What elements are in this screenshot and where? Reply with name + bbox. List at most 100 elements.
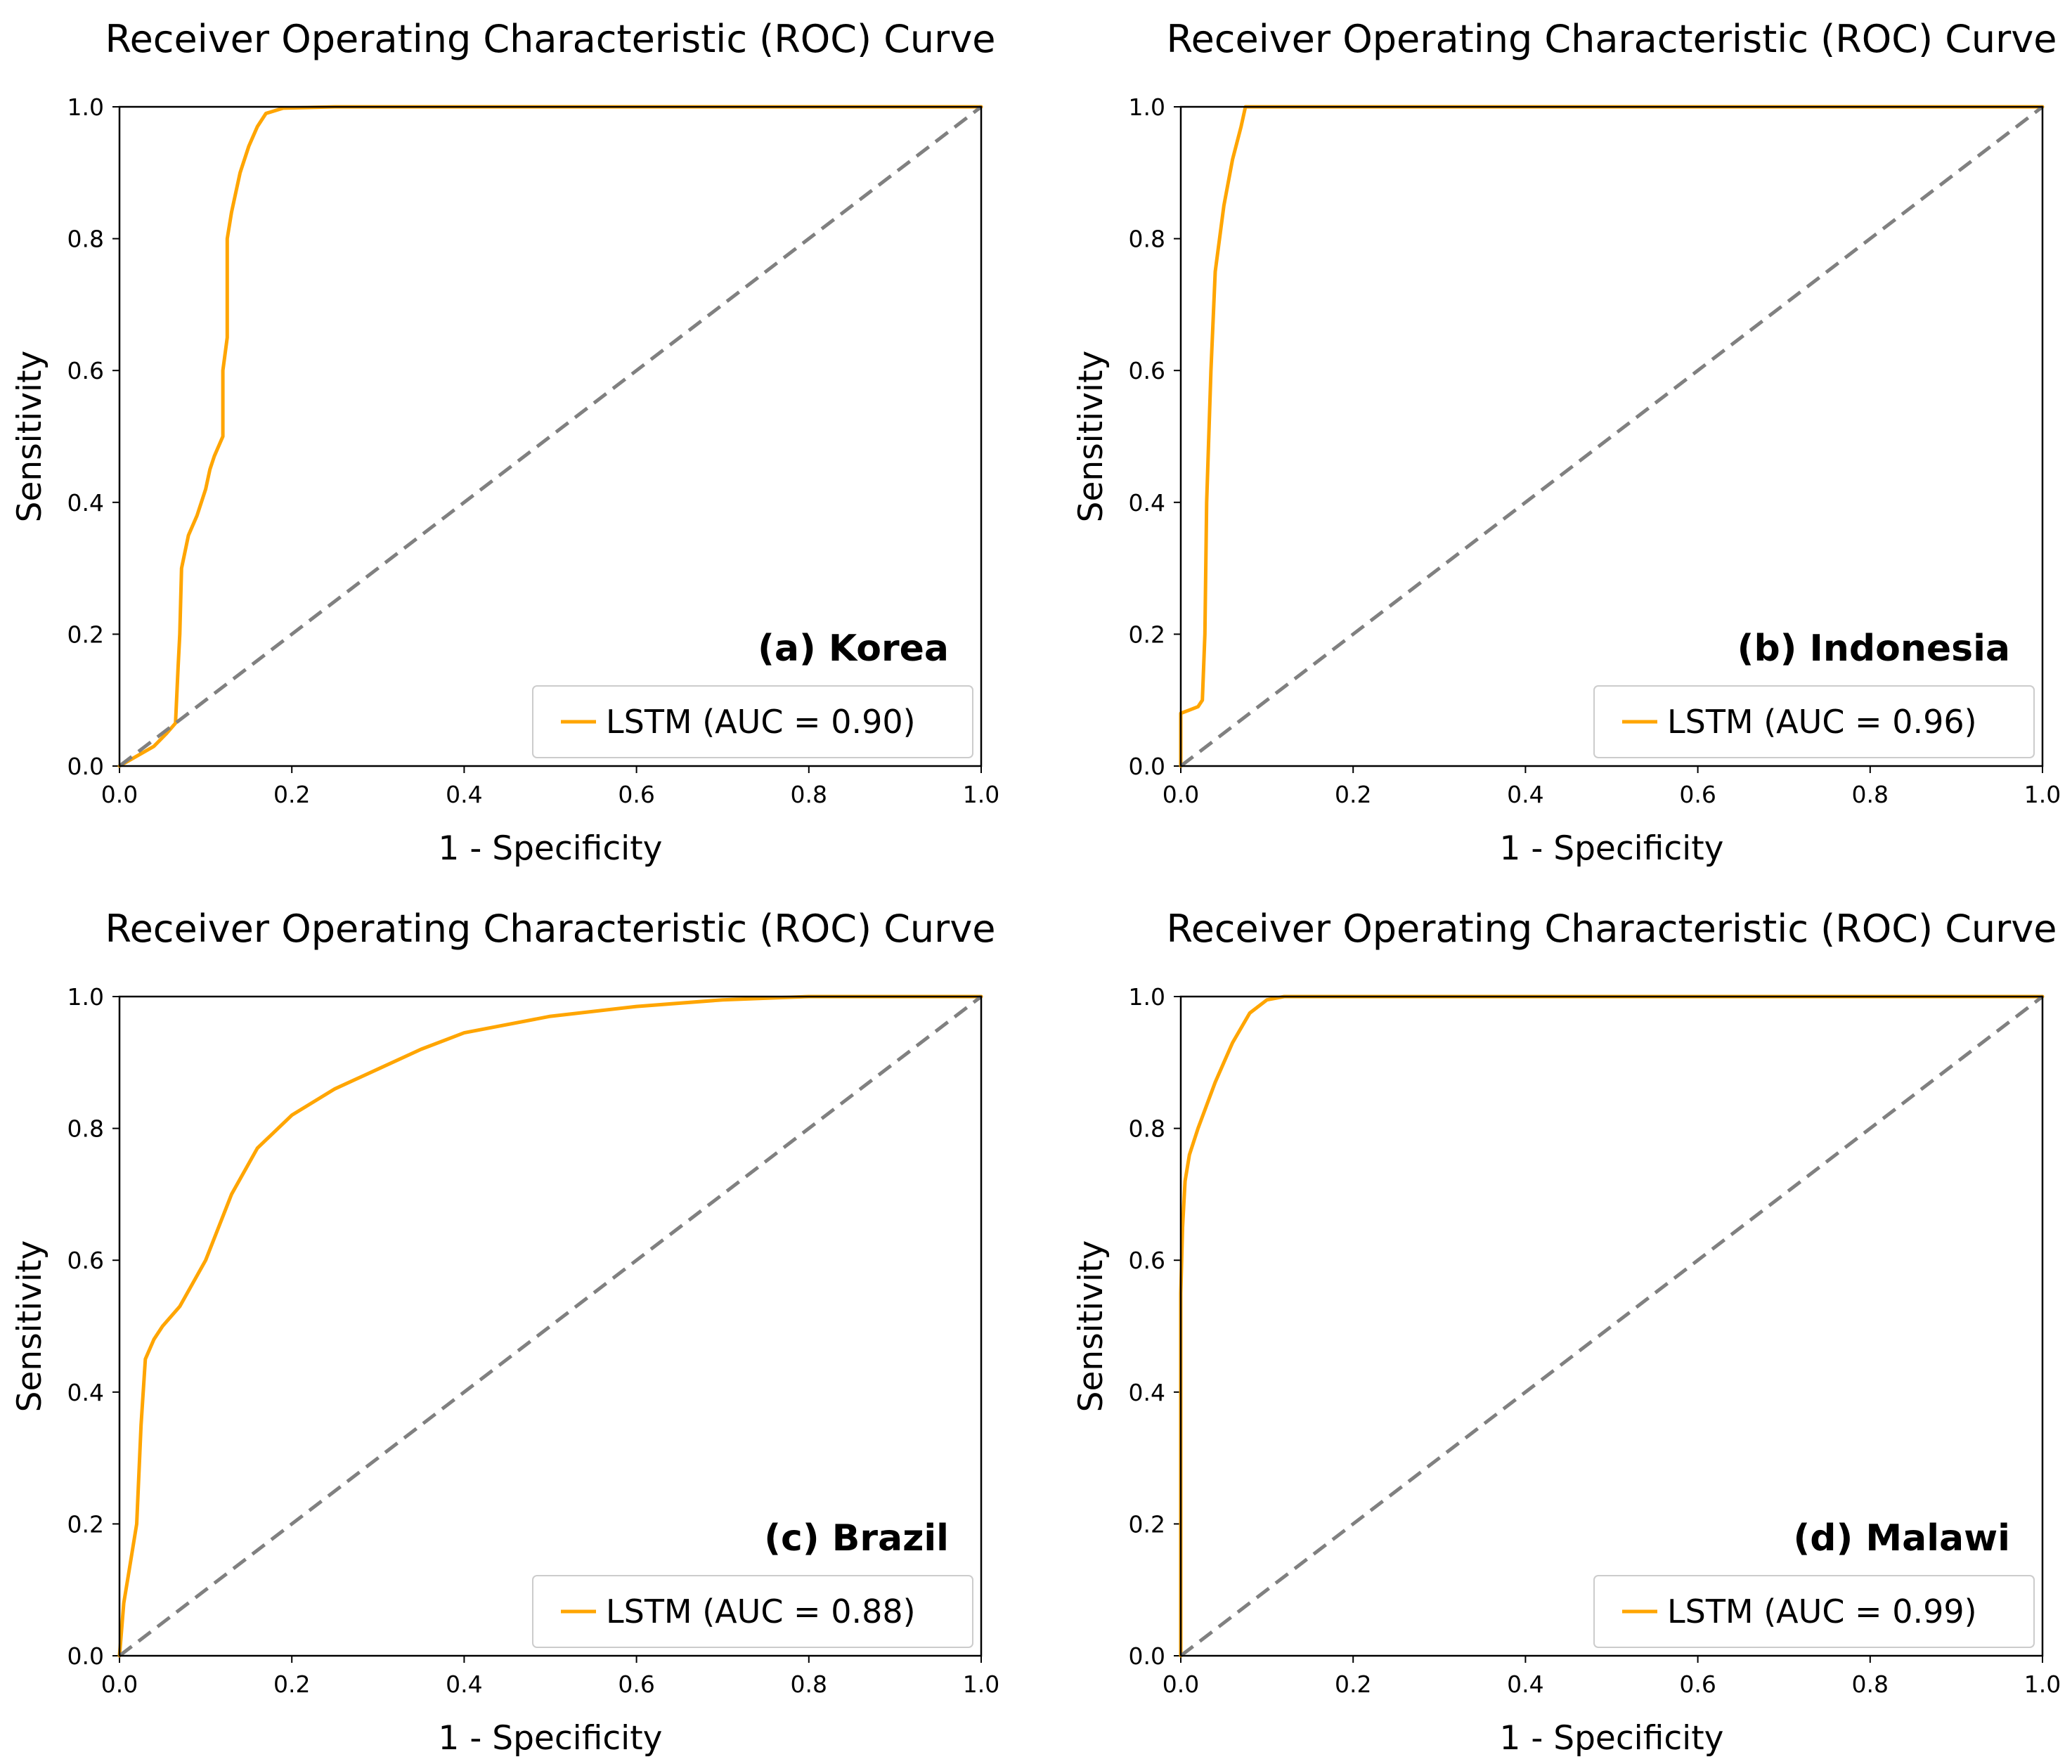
x-tick-label: 1.0 bbox=[2024, 1671, 2061, 1698]
y-tick-label: 0.8 bbox=[1129, 1115, 1165, 1143]
y-tick-label: 0.0 bbox=[67, 753, 104, 780]
y-tick-label: 1.0 bbox=[67, 983, 104, 1011]
roc-panel-1: Receiver Operating Characteristic (ROC) … bbox=[1072, 17, 2061, 868]
y-tick-label: 0.6 bbox=[1129, 1247, 1165, 1274]
y-axis-ticks: 0.0 0.2 0.4 0.6 0.8 1.0 bbox=[67, 983, 119, 1670]
legend-label: LSTM (AUC = 0.90) bbox=[606, 703, 916, 741]
panel-label: (c) Brazil bbox=[764, 1517, 949, 1559]
x-tick-label: 0.6 bbox=[1679, 781, 1716, 808]
y-axis-ticks: 0.0 0.2 0.4 0.6 0.8 1.0 bbox=[1129, 983, 1181, 1670]
y-tick-label: 1.0 bbox=[1129, 93, 1165, 121]
y-tick-label: 0.4 bbox=[67, 1379, 104, 1406]
y-tick-label: 0.8 bbox=[67, 1115, 104, 1143]
x-axis-ticks: 0.0 0.2 0.4 0.6 0.8 1.0 bbox=[101, 766, 999, 808]
x-tick-label: 0.8 bbox=[791, 781, 827, 808]
roc-curve-line bbox=[117, 105, 983, 768]
y-tick-label: 0.0 bbox=[1129, 1642, 1165, 1670]
roc-panel-2: Receiver Operating Characteristic (ROC) … bbox=[11, 907, 999, 1758]
plot-frame bbox=[118, 995, 983, 1657]
x-tick-label: 0.8 bbox=[1852, 781, 1889, 808]
y-tick-label: 0.6 bbox=[1129, 357, 1165, 384]
legend: LSTM (AUC = 0.90) bbox=[532, 685, 973, 758]
legend: LSTM (AUC = 0.96) bbox=[1593, 685, 2035, 758]
y-tick-label: 0.0 bbox=[1129, 753, 1165, 780]
x-tick-label: 0.4 bbox=[1507, 781, 1543, 808]
x-axis-label: 1 - Specificity bbox=[1500, 1719, 1724, 1758]
y-tick-label: 0.2 bbox=[1129, 1510, 1165, 1538]
panel-label: (a) Korea bbox=[758, 628, 949, 670]
chart-title: Receiver Operating Characteristic (ROC) … bbox=[1166, 907, 2057, 951]
x-tick-label: 1.0 bbox=[963, 781, 999, 808]
plot-frame bbox=[1179, 995, 2044, 1657]
y-axis-label: Sensitivity bbox=[11, 351, 49, 523]
x-tick-label: 0.2 bbox=[1335, 781, 1371, 808]
x-tick-label: 0.8 bbox=[1852, 1671, 1889, 1698]
roc-curve-line bbox=[1179, 994, 2045, 1658]
y-tick-label: 0.8 bbox=[1129, 226, 1165, 253]
y-tick-label: 0.2 bbox=[1129, 621, 1165, 648]
legend-box bbox=[1593, 1575, 2035, 1648]
panel-label: (b) Indonesia bbox=[1737, 628, 2010, 670]
x-tick-label: 0.0 bbox=[1163, 781, 1199, 808]
chart-title: Receiver Operating Characteristic (ROC) … bbox=[105, 17, 995, 61]
x-tick-label: 0.2 bbox=[273, 781, 310, 808]
y-tick-label: 1.0 bbox=[1129, 983, 1165, 1011]
chance-diagonal-line bbox=[118, 995, 983, 1657]
x-tick-label: 1.0 bbox=[2024, 781, 2061, 808]
roc-panel-0: Receiver Operating Characteristic (ROC) … bbox=[11, 17, 999, 868]
y-axis-label: Sensitivity bbox=[11, 1240, 49, 1413]
y-tick-label: 0.2 bbox=[67, 1510, 104, 1538]
x-axis-label: 1 - Specificity bbox=[1500, 829, 1724, 868]
plot-frame bbox=[118, 105, 983, 767]
x-axis-label: 1 - Specificity bbox=[439, 829, 663, 868]
x-tick-label: 0.2 bbox=[273, 1671, 310, 1698]
y-tick-label: 0.6 bbox=[67, 1247, 104, 1274]
x-tick-label: 1.0 bbox=[963, 1671, 999, 1698]
x-tick-label: 0.4 bbox=[446, 1671, 482, 1698]
legend-box bbox=[532, 685, 973, 758]
x-tick-label: 0.6 bbox=[618, 781, 654, 808]
y-axis-label: Sensitivity bbox=[1072, 351, 1111, 523]
x-axis-label: 1 - Specificity bbox=[439, 1719, 663, 1758]
roc-curve-line bbox=[1179, 105, 2045, 768]
y-tick-label: 0.6 bbox=[67, 357, 104, 384]
x-axis-ticks: 0.0 0.2 0.4 0.6 0.8 1.0 bbox=[1163, 1656, 2061, 1698]
x-axis-ticks: 0.0 0.2 0.4 0.6 0.8 1.0 bbox=[1163, 766, 2061, 808]
y-tick-label: 0.8 bbox=[67, 226, 104, 253]
legend: LSTM (AUC = 0.99) bbox=[1593, 1575, 2035, 1648]
y-tick-label: 1.0 bbox=[67, 93, 104, 121]
x-tick-label: 0.8 bbox=[791, 1671, 827, 1698]
chance-diagonal-line bbox=[1179, 105, 2044, 767]
x-tick-label: 0.6 bbox=[1679, 1671, 1716, 1698]
y-tick-label: 0.4 bbox=[1129, 1379, 1165, 1406]
x-tick-label: 0.6 bbox=[618, 1671, 654, 1698]
legend-box bbox=[1593, 685, 2035, 758]
x-tick-label: 0.0 bbox=[101, 1671, 138, 1698]
x-tick-label: 0.4 bbox=[446, 781, 482, 808]
legend-label: LSTM (AUC = 0.99) bbox=[1667, 1593, 1977, 1630]
x-tick-label: 0.0 bbox=[101, 781, 138, 808]
roc-curve-line bbox=[117, 994, 983, 1658]
chance-diagonal-line bbox=[118, 105, 983, 767]
y-axis-ticks: 0.0 0.2 0.4 0.6 0.8 1.0 bbox=[67, 93, 119, 780]
legend-label: LSTM (AUC = 0.88) bbox=[606, 1593, 916, 1630]
plot-frame bbox=[1179, 105, 2044, 767]
x-tick-label: 0.2 bbox=[1335, 1671, 1371, 1698]
y-tick-label: 0.4 bbox=[67, 489, 104, 517]
roc-panel-3: Receiver Operating Characteristic (ROC) … bbox=[1072, 907, 2061, 1758]
x-tick-label: 0.0 bbox=[1163, 1671, 1199, 1698]
chance-diagonal-line bbox=[1179, 995, 2044, 1657]
y-axis-ticks: 0.0 0.2 0.4 0.6 0.8 1.0 bbox=[1129, 93, 1181, 780]
y-tick-label: 0.0 bbox=[67, 1642, 104, 1670]
y-tick-label: 0.2 bbox=[67, 621, 104, 648]
panel-label: (d) Malawi bbox=[1794, 1517, 2010, 1559]
chart-title: Receiver Operating Characteristic (ROC) … bbox=[1166, 17, 2057, 61]
legend-label: LSTM (AUC = 0.96) bbox=[1667, 703, 1977, 741]
legend-box bbox=[532, 1575, 973, 1648]
x-tick-label: 0.4 bbox=[1507, 1671, 1543, 1698]
y-tick-label: 0.4 bbox=[1129, 489, 1165, 517]
legend: LSTM (AUC = 0.88) bbox=[532, 1575, 973, 1648]
x-axis-ticks: 0.0 0.2 0.4 0.6 0.8 1.0 bbox=[101, 1656, 999, 1698]
chart-title: Receiver Operating Characteristic (ROC) … bbox=[105, 907, 995, 951]
